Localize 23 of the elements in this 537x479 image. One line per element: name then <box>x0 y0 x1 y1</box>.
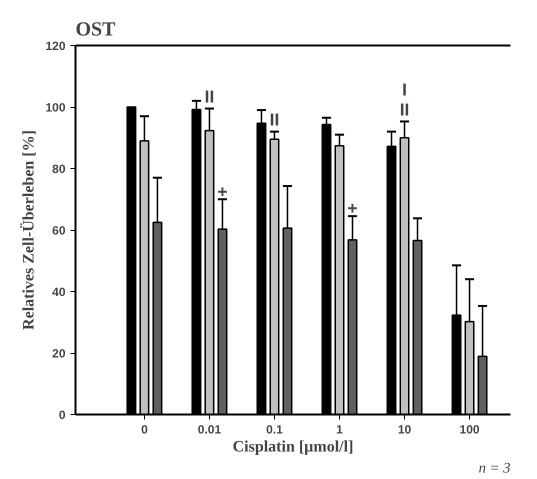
x-tick-label: 1 <box>336 422 344 436</box>
y-tick-label: 20 <box>52 346 66 360</box>
x-axis-title: Cisplatin [µmol/l] <box>232 438 354 456</box>
x-tick-label: 100 <box>460 422 480 436</box>
x-tick-label: 0.01 <box>198 422 222 436</box>
y-tick-label: 0 <box>58 408 66 422</box>
annotation: II <box>270 110 280 130</box>
y-tick-label: 40 <box>52 285 66 299</box>
annotation: II <box>204 86 214 107</box>
x-tick-label: 0.1 <box>266 422 284 436</box>
annotation: + <box>347 198 358 218</box>
y-tick-label: 100 <box>45 100 66 114</box>
chart-title: OST <box>76 18 116 40</box>
annotation: + <box>217 181 228 202</box>
y-axis-title: Relatives Zell-Überleben [%] <box>19 130 38 330</box>
y-tick-label: 80 <box>52 162 66 176</box>
x-tick-label: 10 <box>398 422 412 436</box>
x-tick-label: 0 <box>141 422 148 436</box>
y-tick-label: 60 <box>52 224 66 238</box>
text: n = 3 <box>478 460 510 476</box>
annotation: II <box>400 99 410 120</box>
y-tick-label: 120 <box>45 39 66 53</box>
annotation: I <box>402 79 407 100</box>
